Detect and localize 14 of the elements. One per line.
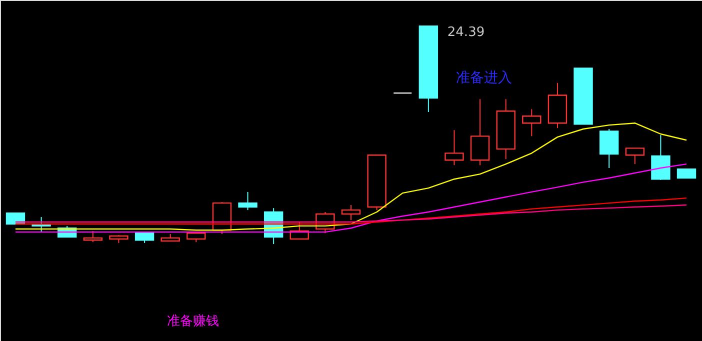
candlestick	[522, 108, 542, 137]
candlestick	[341, 204, 361, 221]
candlestick	[625, 148, 644, 165]
annotation: 准备进入	[456, 70, 512, 86]
candlestick	[599, 128, 619, 168]
annotation: 24.39	[447, 25, 485, 40]
candlestick	[651, 134, 670, 180]
candlestick	[444, 130, 464, 166]
candlestick	[238, 191, 258, 211]
candlestick	[470, 98, 490, 166]
text: 准备赚钱	[167, 314, 219, 329]
candlestick	[6, 212, 26, 225]
candlestick	[32, 216, 51, 233]
candlestick	[83, 230, 103, 243]
